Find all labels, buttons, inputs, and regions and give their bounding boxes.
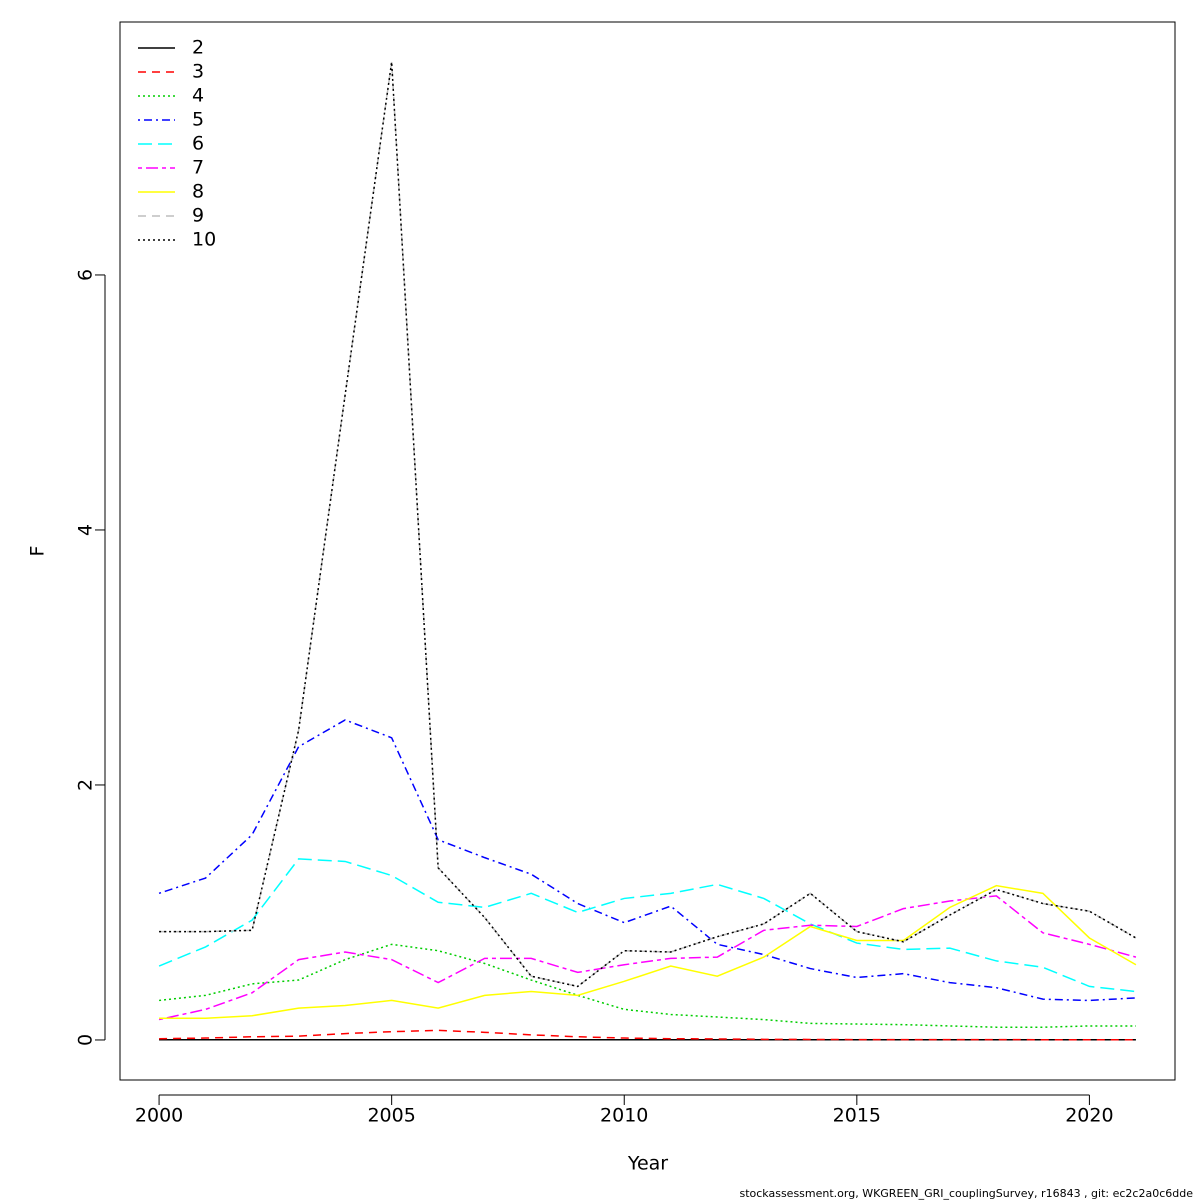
y-tick-label: 2 (75, 779, 97, 791)
series-line (158, 719, 1136, 1002)
y-tick-label: 4 (75, 524, 97, 536)
series-line (159, 61, 1137, 988)
x-tick-label: 2010 (600, 1105, 648, 1127)
legend-label: 6 (192, 133, 204, 155)
series-line (159, 884, 1137, 1020)
y-tick-label: 0 (75, 1034, 97, 1046)
legend-label: 5 (192, 109, 204, 131)
legend-label: 9 (192, 205, 204, 227)
x-axis-label: Year (627, 1153, 668, 1175)
x-tick-label: 2015 (833, 1105, 881, 1127)
series-line (158, 943, 1136, 1028)
series-line (159, 61, 1137, 988)
legend-label: 8 (192, 181, 204, 203)
legend-label: 4 (192, 85, 204, 107)
legend-label: 3 (192, 61, 204, 83)
legend-label: 7 (192, 157, 204, 179)
footer: stockassessment.org, WKGREEN_GRI_couplin… (739, 1187, 1193, 1200)
legend-label: 2 (192, 37, 204, 59)
y-tick-label: 6 (75, 269, 97, 281)
legend-label: 10 (192, 229, 216, 251)
x-tick-label: 2005 (367, 1105, 415, 1127)
series-line (158, 858, 1137, 993)
y-axis-label: F (27, 546, 49, 557)
x-tick-label: 2020 (1065, 1105, 1113, 1127)
series-line (159, 1029, 1136, 1041)
x-tick-label: 2000 (135, 1105, 183, 1127)
series-line (158, 895, 1137, 1021)
plot-frame (119, 21, 1176, 1081)
